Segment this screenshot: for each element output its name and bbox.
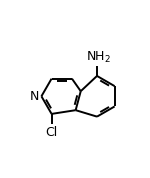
Text: Cl: Cl: [45, 126, 58, 139]
Text: N: N: [30, 90, 39, 103]
Text: NH$_2$: NH$_2$: [86, 49, 111, 65]
